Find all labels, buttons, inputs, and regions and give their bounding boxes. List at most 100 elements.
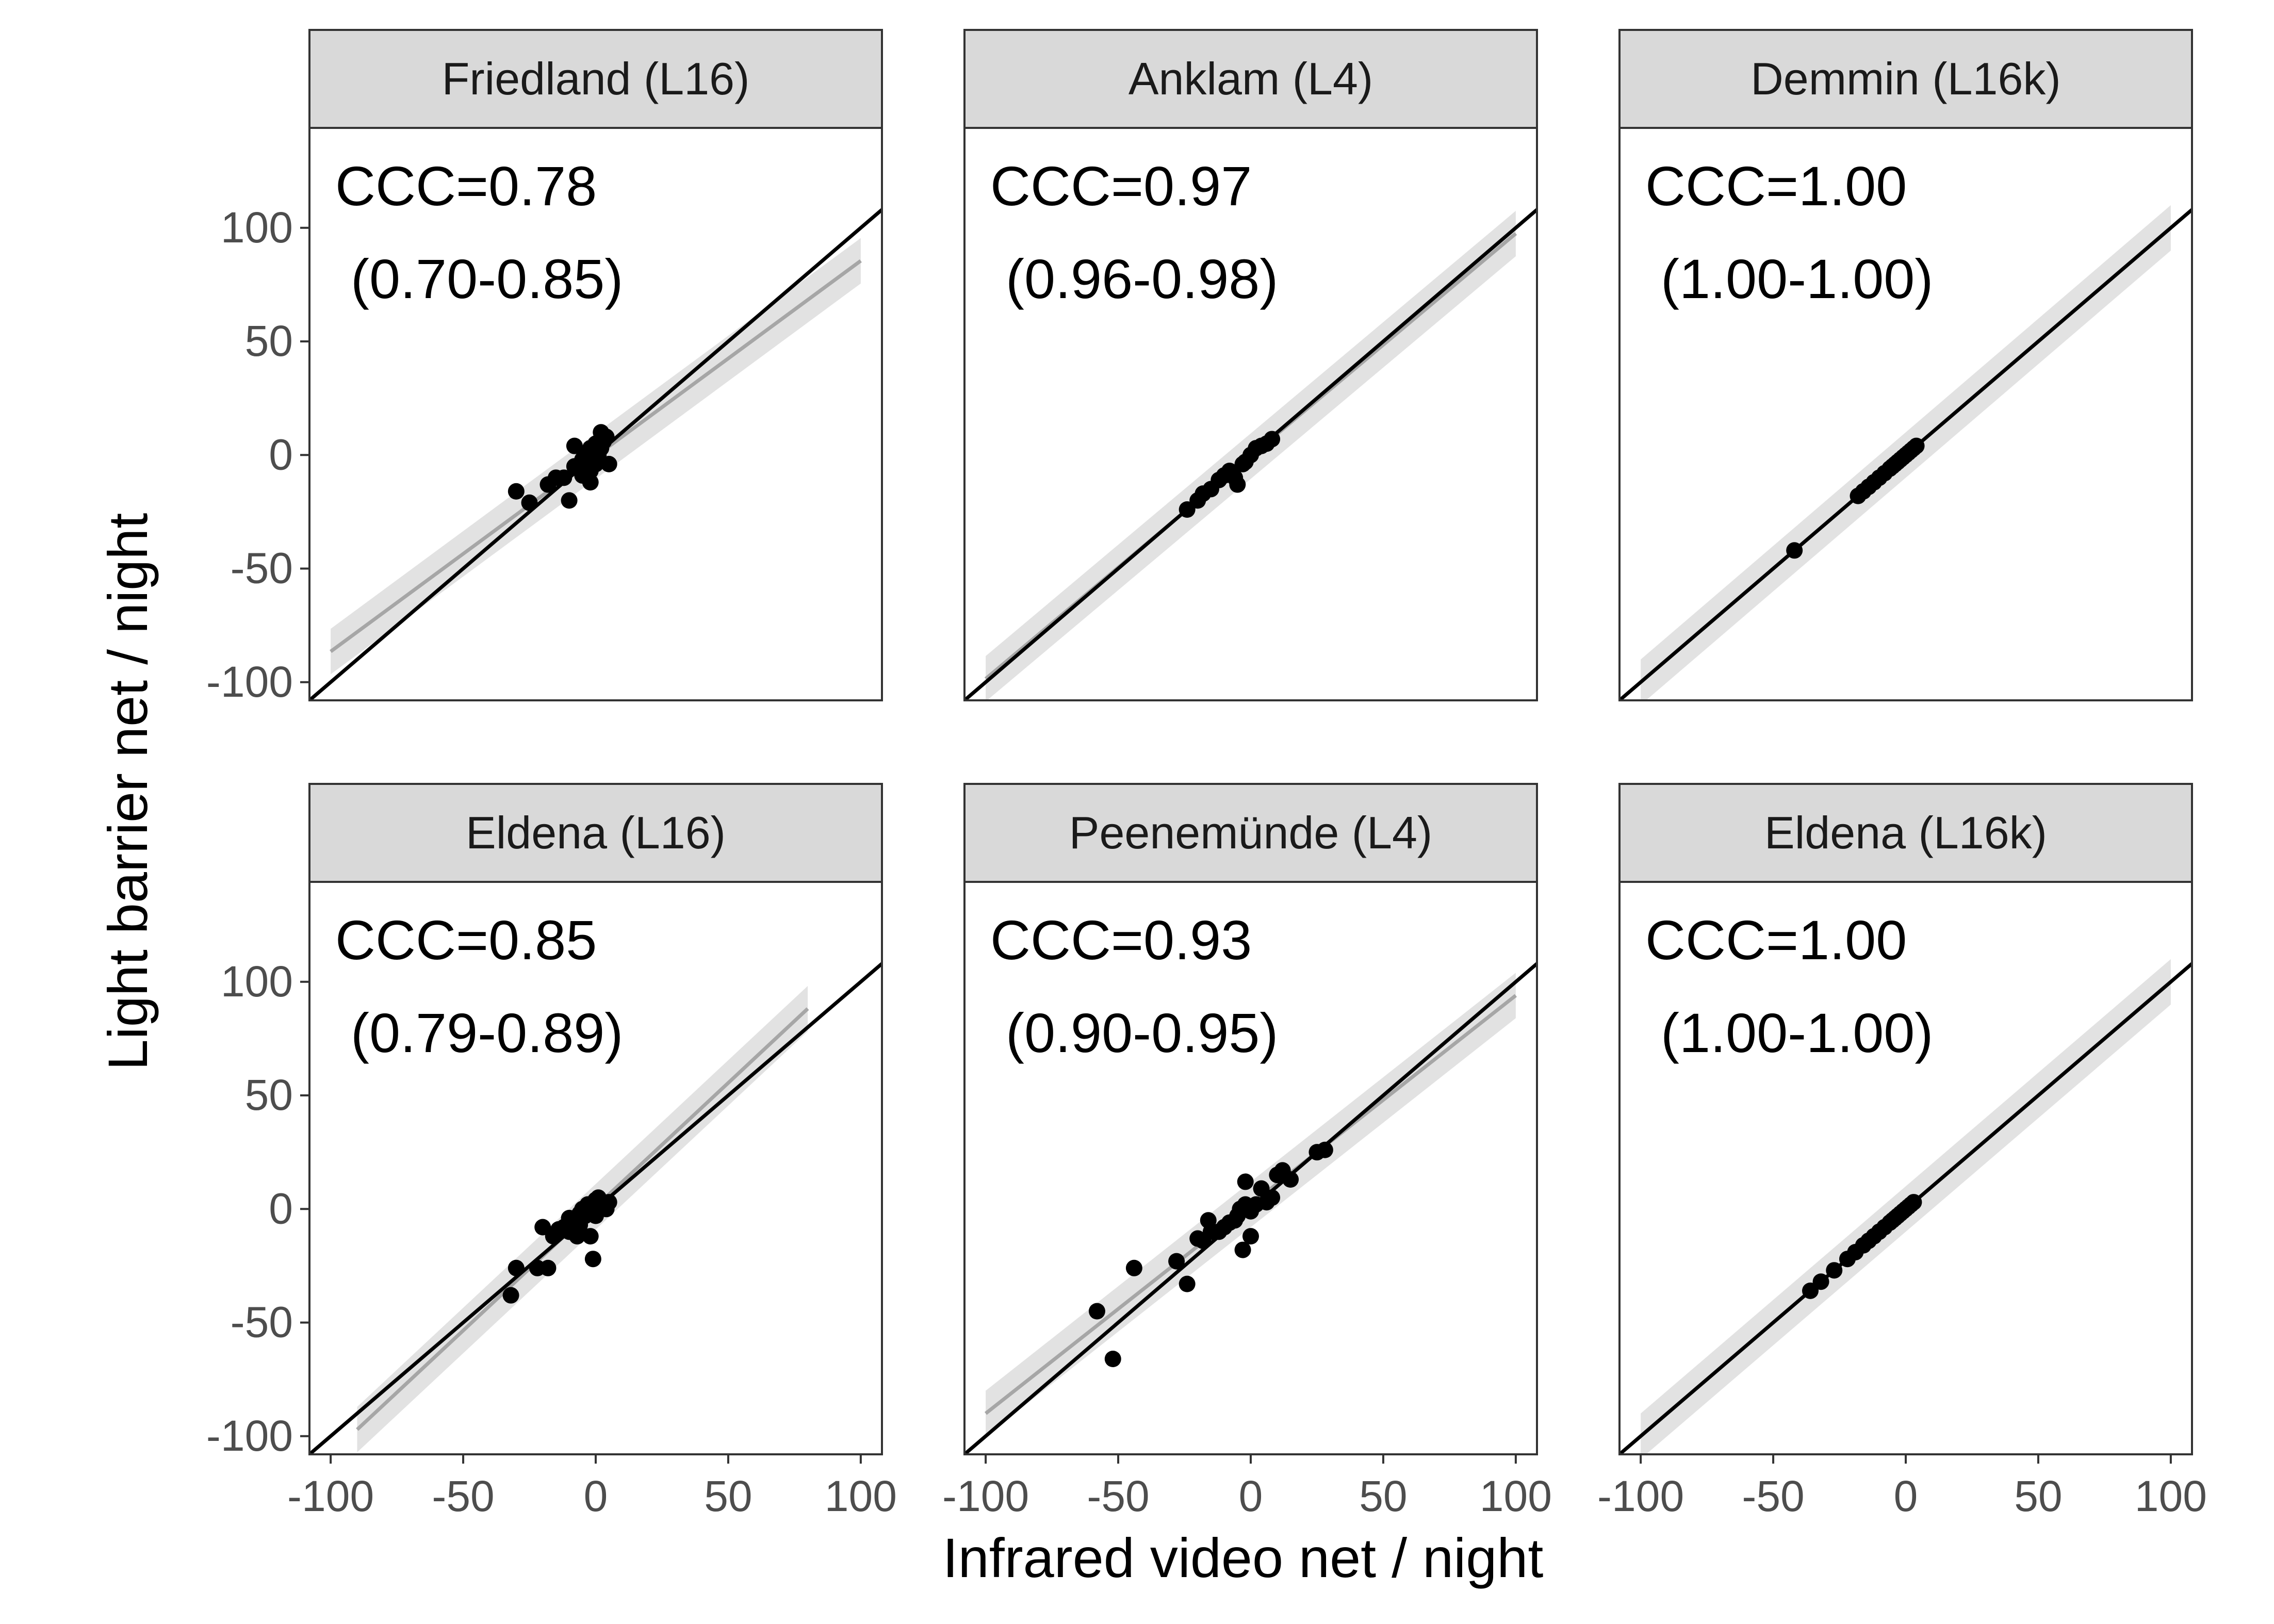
panel-strip — [1618, 29, 2193, 129]
ccc-interval: (0.70-0.85) — [335, 248, 623, 310]
data-point — [584, 1251, 601, 1268]
x-tick-label: 100 — [825, 1472, 897, 1520]
data-point — [1905, 1194, 1922, 1211]
panel-border — [308, 127, 883, 701]
panel-strip — [1618, 783, 2193, 883]
x-tick-label: 100 — [2135, 1472, 2207, 1520]
y-tick-label: -50 — [231, 1298, 293, 1347]
panel-title: Friedland (L16) — [442, 53, 750, 104]
panel-3: Demmin (L16k) CCC=1.00 (1.00-1.00) — [1618, 29, 2193, 701]
plot-area — [1619, 205, 2192, 700]
x-tick-label: 0 — [1894, 1472, 1918, 1520]
data-point — [1316, 1141, 1333, 1158]
panel-strip — [308, 783, 883, 883]
ccc-value: CCC=0.97 — [990, 155, 1252, 217]
panels: Friedland (L16) CCC=0.78 (0.70-0.85) -100 -… — [206, 29, 2207, 1520]
y-tick-label: -50 — [231, 544, 293, 593]
plot-area — [964, 208, 1537, 700]
y-tick-label: -100 — [206, 658, 293, 706]
data-point — [590, 1189, 607, 1206]
x-tick-label: -100 — [287, 1472, 374, 1520]
data-point — [1282, 1171, 1299, 1188]
y-tick-label: 100 — [221, 957, 293, 1006]
panel-strip — [963, 29, 1538, 129]
data-point — [539, 1259, 557, 1276]
y-axis-title: Light barrier net / night — [96, 513, 159, 1071]
panel-6: Eldena (L16k) CCC=1.00 (1.00-1.00) -100 -50… — [1597, 783, 2207, 1520]
panel-2: Anklam (L4) CCC=0.97 (0.96-0.98) — [963, 29, 1538, 701]
panel-1: Friedland (L16) CCC=0.78 (0.70-0.85) -100 -… — [206, 29, 883, 706]
data-point — [1237, 1173, 1254, 1190]
ccc-value: CCC=0.78 — [335, 155, 597, 217]
panel-title: Peenemünde (L4) — [1069, 807, 1432, 858]
data-point — [1088, 1303, 1105, 1320]
plot-area — [309, 208, 882, 700]
panel-title: Demmin (L16k) — [1751, 53, 2060, 104]
x-tick-label: 50 — [704, 1472, 752, 1520]
data-point — [561, 1209, 578, 1226]
data-point — [1812, 1273, 1829, 1290]
data-point — [598, 429, 615, 446]
x-tick-label: 100 — [1480, 1472, 1552, 1520]
data-point — [521, 494, 538, 511]
data-point — [1264, 1189, 1281, 1206]
data-point — [1242, 1228, 1259, 1245]
data-point — [1125, 1259, 1142, 1276]
y-tick-label: 0 — [269, 1184, 293, 1233]
panel-title: Eldena (L16k) — [1764, 807, 2047, 858]
data-point — [1826, 1262, 1843, 1279]
x-tick-label: -50 — [1742, 1472, 1804, 1520]
ccc-value: CCC=0.93 — [990, 909, 1252, 971]
ccc-interval: (1.00-1.00) — [1645, 1002, 1933, 1064]
panel-4: Eldena (L16) CCC=0.85 (0.79-0.89) -100 -50 0… — [206, 783, 897, 1520]
ccc-interval: (0.96-0.98) — [990, 248, 1278, 310]
data-point — [600, 455, 617, 472]
y-tick-label: 50 — [245, 317, 293, 365]
plot-area — [1619, 959, 2192, 1454]
ccc-value: CCC=1.00 — [1645, 155, 1907, 217]
y-tick-label: 50 — [245, 1071, 293, 1119]
data-point — [1908, 437, 1925, 454]
x-tick-label: 0 — [1239, 1472, 1263, 1520]
x-axis-title: Infrared video net / night — [943, 1527, 1544, 1589]
y-tick-label: 0 — [269, 430, 293, 479]
data-point — [502, 1287, 519, 1304]
x-tick-label: 0 — [584, 1472, 608, 1520]
data-point — [582, 1228, 599, 1245]
plot-area — [964, 962, 1537, 1454]
panel-border — [963, 127, 1538, 701]
panel-border — [1618, 127, 2193, 701]
data-point — [508, 1259, 525, 1276]
data-point — [587, 442, 604, 459]
data-point — [1264, 431, 1281, 448]
plot-area — [309, 962, 882, 1454]
ccc-interval: (0.90-0.95) — [990, 1002, 1278, 1064]
panel-title: Anklam (L4) — [1128, 53, 1373, 104]
data-point — [1168, 1253, 1185, 1270]
ccc-interval: (0.79-0.89) — [335, 1002, 623, 1064]
panel-strip — [308, 29, 883, 129]
data-point — [1237, 1196, 1254, 1213]
y-tick-label: -100 — [206, 1412, 293, 1460]
x-tick-label: -100 — [1597, 1472, 1684, 1520]
data-point — [1104, 1351, 1121, 1367]
panel-strip — [963, 783, 1538, 883]
y-tick-label: 100 — [221, 203, 293, 252]
x-tick-label: 50 — [2014, 1472, 2062, 1520]
data-point — [1786, 542, 1803, 559]
panel-title: Eldena (L16) — [466, 807, 726, 858]
data-point — [561, 492, 578, 509]
data-point — [1234, 1241, 1251, 1258]
x-tick-label: 50 — [1359, 1472, 1407, 1520]
ccc-interval: (1.00-1.00) — [1645, 248, 1933, 310]
data-point — [1179, 1275, 1196, 1292]
ccc-value: CCC=1.00 — [1645, 909, 1907, 971]
data-point — [555, 469, 572, 486]
x-tick-label: -50 — [1087, 1472, 1149, 1520]
x-tick-label: -50 — [432, 1472, 494, 1520]
panel-5: Peenemünde (L4) CCC=0.93 (0.90-0.95) -100 -… — [942, 783, 1552, 1520]
data-point — [1229, 476, 1246, 493]
x-tick-label: -100 — [942, 1472, 1029, 1520]
ccc-value: CCC=0.85 — [335, 909, 597, 971]
